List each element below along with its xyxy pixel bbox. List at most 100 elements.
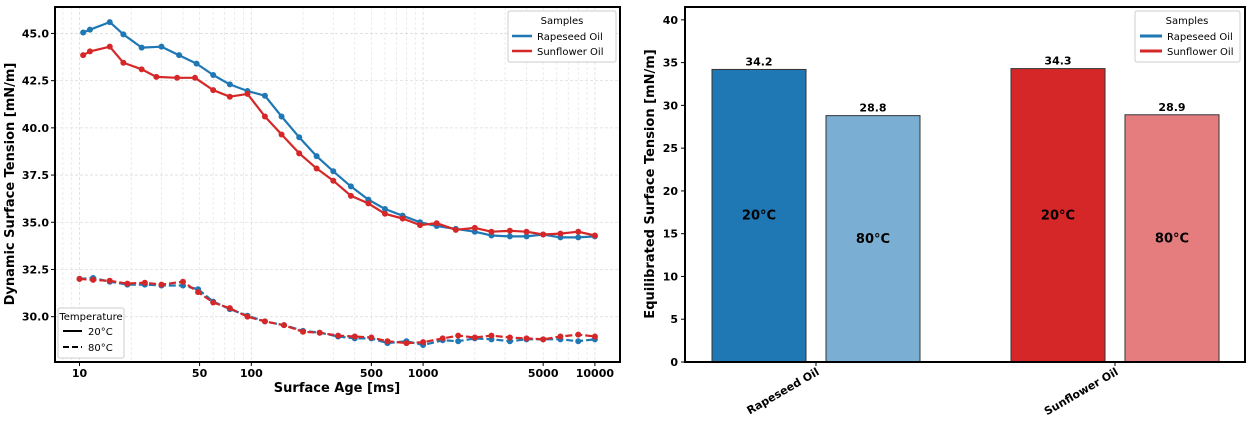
bar xyxy=(825,115,921,363)
data-point xyxy=(455,338,462,345)
data-point xyxy=(281,322,288,329)
data-point xyxy=(381,206,388,213)
data-point xyxy=(488,332,495,339)
data-point xyxy=(278,113,285,120)
ticks: 10 50 100 500 1000 5000 10000 30.0 32.5 35.0 37.5 4… xyxy=(22,27,615,380)
data-point xyxy=(124,280,131,287)
data-point xyxy=(575,234,582,241)
data-point xyxy=(330,177,337,184)
data-point xyxy=(244,90,251,97)
data-point xyxy=(351,333,358,340)
data-point xyxy=(384,338,391,345)
y-tick-label: 10 xyxy=(663,270,679,283)
x-tick-label: 1000 xyxy=(408,367,439,380)
axes-frame xyxy=(684,6,1246,363)
data-point xyxy=(506,227,513,234)
data-point xyxy=(506,334,513,341)
legend-label-rapeseed: Rapeseed Oil xyxy=(1167,32,1233,43)
data-point xyxy=(455,332,462,339)
data-point xyxy=(179,278,186,285)
data-point xyxy=(381,210,388,217)
data-point xyxy=(80,29,87,36)
bar-temperature-label: 20°C xyxy=(742,209,776,224)
legend-title: Samples xyxy=(1166,16,1209,27)
y-axis-label: Equilibrated Surface Tension [mN/m] xyxy=(643,49,658,318)
y-axis-label: Dynamic Surface Tension [mN/m] xyxy=(3,63,18,306)
data-point xyxy=(300,328,307,335)
y-tick-label: 20 xyxy=(663,185,679,198)
data-point xyxy=(193,60,200,67)
y-tick-label: 32.5 xyxy=(22,263,49,276)
data-point xyxy=(210,87,217,94)
data-point xyxy=(86,48,93,55)
y-tick-label: 45.0 xyxy=(22,27,49,40)
y-tick-label: 0 xyxy=(670,356,678,369)
data-point xyxy=(226,81,233,88)
data-point xyxy=(368,334,375,341)
data-point xyxy=(278,131,285,138)
bar xyxy=(711,68,807,363)
data-point xyxy=(417,222,424,229)
data-point xyxy=(575,228,582,235)
data-point xyxy=(80,52,87,59)
x-axis-label: Surface Age [ms] xyxy=(274,381,400,396)
data-point xyxy=(226,93,233,100)
x-tick-label: 10 xyxy=(72,367,88,380)
data-point xyxy=(261,318,268,325)
legend-title: Temperature xyxy=(58,312,122,323)
samples-legend: Samples Rapeseed Oil Sunflower Oil xyxy=(507,10,617,63)
data-point xyxy=(471,224,478,231)
data-point xyxy=(365,200,372,207)
data-point xyxy=(439,335,446,342)
y-tick-label: 40 xyxy=(663,14,679,27)
legend-title: Samples xyxy=(541,16,584,27)
data-point xyxy=(261,92,268,99)
y-tick-label: 40.0 xyxy=(22,122,49,135)
data-point xyxy=(452,226,459,233)
x-tick-label: 100 xyxy=(240,367,263,380)
bar-value-label: 34.3 xyxy=(1044,55,1071,68)
x-tick-label: 500 xyxy=(360,367,383,380)
data-point xyxy=(335,332,342,339)
data-point xyxy=(174,74,181,81)
axes-frame xyxy=(54,6,621,363)
data-point xyxy=(226,305,233,312)
data-point xyxy=(557,333,564,340)
data-point xyxy=(575,338,582,345)
data-point xyxy=(210,71,217,78)
data-point xyxy=(191,74,198,81)
data-point xyxy=(575,331,582,338)
legend-label-rapeseed: Rapeseed Oil xyxy=(537,32,603,43)
y-tick-label: 35 xyxy=(663,57,678,70)
data-point xyxy=(158,281,165,288)
bar-chart: 34.2 20°C 28.8 80°C 34.3 20°C 28.9 80°C 0 5 10 15 2… xyxy=(643,6,1246,418)
data-point xyxy=(313,165,320,172)
data-point xyxy=(330,168,337,175)
data-point xyxy=(591,333,598,340)
data-point xyxy=(347,183,354,190)
y-tick-label: 35.0 xyxy=(22,216,49,229)
data-point xyxy=(141,279,148,286)
data-point xyxy=(138,66,145,73)
data-point xyxy=(399,215,406,222)
line-chart: 10 50 100 500 1000 5000 10000 30.0 32.5 35.0 37.5 4… xyxy=(3,6,621,396)
data-point xyxy=(591,232,598,239)
data-point xyxy=(120,59,127,66)
data-point xyxy=(261,113,268,120)
legend-label-20c: 20°C xyxy=(88,327,113,338)
data-point xyxy=(244,313,251,320)
data-point xyxy=(296,134,303,141)
legend-label-sunflower: Sunflower Oil xyxy=(537,47,604,58)
data-point xyxy=(523,228,530,235)
temperature-legend: Temperature 20°C 80°C xyxy=(57,307,125,359)
y-tick-label: 5 xyxy=(670,313,678,326)
legend-label-sunflower: Sunflower Oil xyxy=(1167,47,1234,58)
data-point xyxy=(433,220,440,227)
y-tick-label: 30.0 xyxy=(22,311,49,324)
x-tick-label: 5000 xyxy=(528,367,559,380)
data-point xyxy=(540,231,547,238)
series-line xyxy=(82,45,596,237)
data-point xyxy=(540,336,547,343)
x-tick-label: 10000 xyxy=(576,367,615,380)
